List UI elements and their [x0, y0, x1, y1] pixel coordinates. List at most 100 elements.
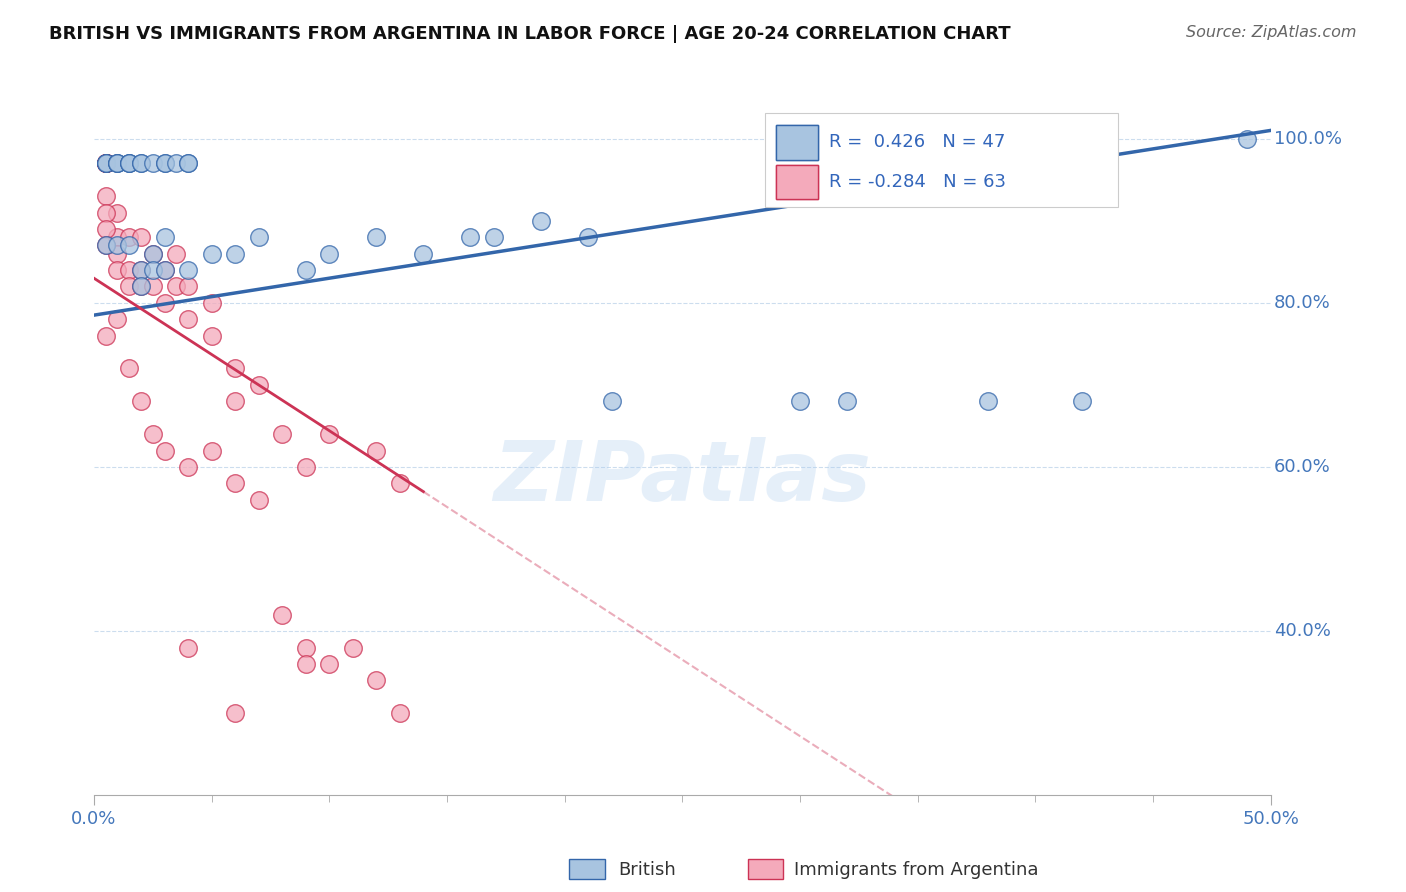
Point: [318, 657, 340, 671]
Point: [118, 279, 141, 293]
Point: [118, 156, 141, 170]
Point: [142, 246, 165, 260]
Point: [177, 312, 200, 326]
Point: [107, 230, 129, 244]
Point: [200, 295, 222, 310]
Point: [177, 156, 200, 170]
Point: [94, 156, 117, 170]
Point: [247, 492, 270, 507]
Point: [94, 156, 117, 170]
Point: [129, 279, 152, 293]
Point: [129, 263, 152, 277]
Point: [129, 230, 152, 244]
Point: [107, 205, 129, 219]
Point: [366, 230, 388, 244]
Point: [118, 156, 141, 170]
Text: 60.0%: 60.0%: [1274, 458, 1331, 476]
Point: [977, 394, 1000, 409]
Point: [177, 156, 200, 170]
Point: [388, 476, 411, 491]
Point: [1236, 131, 1258, 145]
Point: [94, 156, 117, 170]
Point: [224, 476, 246, 491]
Point: [412, 246, 434, 260]
Point: [142, 156, 165, 170]
Text: R =  0.426   N = 47: R = 0.426 N = 47: [830, 133, 1005, 152]
Point: [118, 238, 141, 252]
Text: R = -0.284   N = 63: R = -0.284 N = 63: [830, 173, 1007, 191]
Point: [153, 263, 176, 277]
Point: [294, 460, 316, 475]
Point: [177, 640, 200, 655]
Point: [1071, 394, 1094, 409]
Point: [118, 230, 141, 244]
Point: [94, 328, 117, 343]
Point: [94, 156, 117, 170]
Point: [142, 427, 165, 442]
Point: [482, 230, 505, 244]
Point: [107, 263, 129, 277]
Text: Immigrants from Argentina: Immigrants from Argentina: [794, 861, 1039, 879]
Point: [177, 460, 200, 475]
Point: [153, 263, 176, 277]
Point: [366, 443, 388, 458]
Text: 100.0%: 100.0%: [1274, 129, 1343, 148]
Point: [271, 607, 294, 622]
Point: [318, 246, 340, 260]
Point: [271, 427, 294, 442]
Point: [94, 238, 117, 252]
Point: [224, 706, 246, 721]
Point: [94, 156, 117, 170]
Point: [460, 230, 482, 244]
Point: [530, 213, 553, 227]
Point: [94, 156, 117, 170]
Point: [294, 640, 316, 655]
Point: [94, 222, 117, 236]
Point: [118, 263, 141, 277]
Text: ZIPatlas: ZIPatlas: [494, 437, 872, 518]
Point: [129, 156, 152, 170]
Point: [200, 328, 222, 343]
Point: [576, 230, 599, 244]
Point: [247, 378, 270, 392]
Point: [94, 238, 117, 252]
Point: [118, 156, 141, 170]
Point: [153, 295, 176, 310]
Point: [94, 156, 117, 170]
Point: [129, 279, 152, 293]
Point: [94, 205, 117, 219]
Point: [388, 706, 411, 721]
Point: [294, 263, 316, 277]
Point: [200, 443, 222, 458]
Point: [835, 394, 858, 409]
Point: [94, 189, 117, 203]
Point: [165, 279, 187, 293]
Point: [153, 443, 176, 458]
Point: [153, 230, 176, 244]
Point: [107, 246, 129, 260]
Point: [129, 263, 152, 277]
Point: [165, 156, 187, 170]
Point: [318, 427, 340, 442]
Text: R =  0.426   N = 47: R = 0.426 N = 47: [830, 133, 1005, 152]
Point: [94, 156, 117, 170]
Point: [342, 640, 364, 655]
Text: R = -0.284   N = 63: R = -0.284 N = 63: [830, 173, 1007, 191]
Text: 40.0%: 40.0%: [1274, 623, 1331, 640]
Point: [107, 156, 129, 170]
Point: [94, 156, 117, 170]
Point: [94, 156, 117, 170]
Point: [142, 263, 165, 277]
Point: [177, 263, 200, 277]
Point: [600, 394, 623, 409]
Point: [294, 657, 316, 671]
Point: [107, 312, 129, 326]
Point: [129, 394, 152, 409]
Point: [224, 394, 246, 409]
Point: [118, 361, 141, 376]
Point: [200, 246, 222, 260]
Point: [107, 238, 129, 252]
Point: [165, 246, 187, 260]
Point: [142, 246, 165, 260]
Point: [153, 156, 176, 170]
